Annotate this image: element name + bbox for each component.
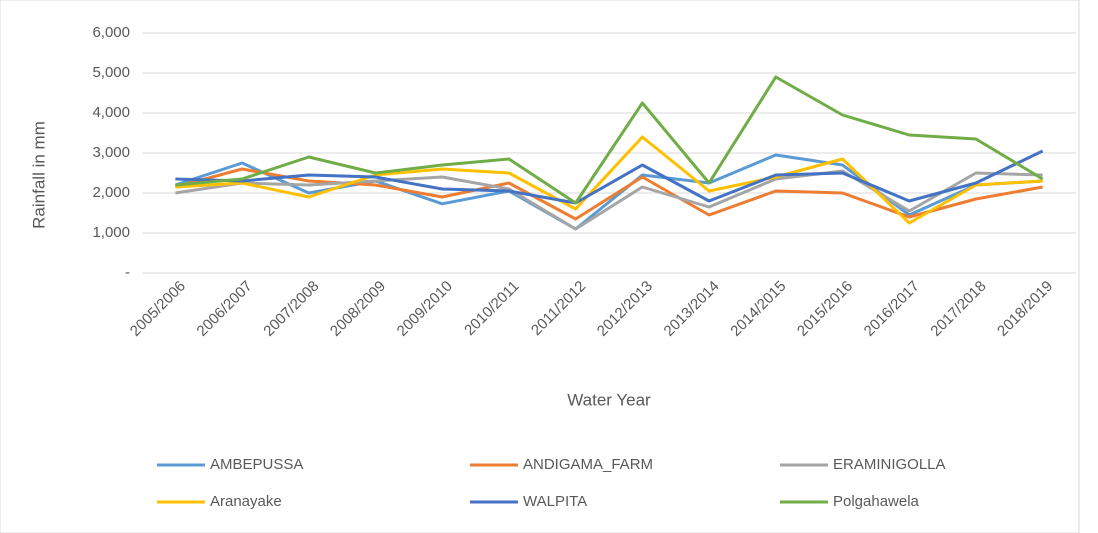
y-tick-label: 1,000 <box>92 224 130 241</box>
series-line <box>175 149 1044 205</box>
y-tick-label: 3,000 <box>92 144 130 161</box>
y-tick-label: 4,000 <box>92 104 130 121</box>
legend-label: ERAMINIGOLLA <box>833 456 946 473</box>
y-tick-label: 2,000 <box>92 184 130 201</box>
y-tick-label: - <box>125 264 130 281</box>
y-tick-label: 6,000 <box>92 24 130 41</box>
series-line <box>175 75 1044 205</box>
series-line <box>174 153 1043 231</box>
x-axis-label: Water Year <box>567 390 651 409</box>
y-tick-label: 5,000 <box>92 64 130 81</box>
legend-label: AMBEPUSSA <box>210 456 303 473</box>
series-line <box>175 135 1043 225</box>
legend-label: ANDIGAMA_FARM <box>523 456 653 473</box>
legend-label: WALPITA <box>523 493 587 510</box>
series-line <box>175 169 1043 231</box>
legend-label: Aranayake <box>210 493 282 510</box>
legend-label: Polgahawela <box>833 493 920 510</box>
y-axis-label: Rainfall in mm <box>29 121 48 229</box>
